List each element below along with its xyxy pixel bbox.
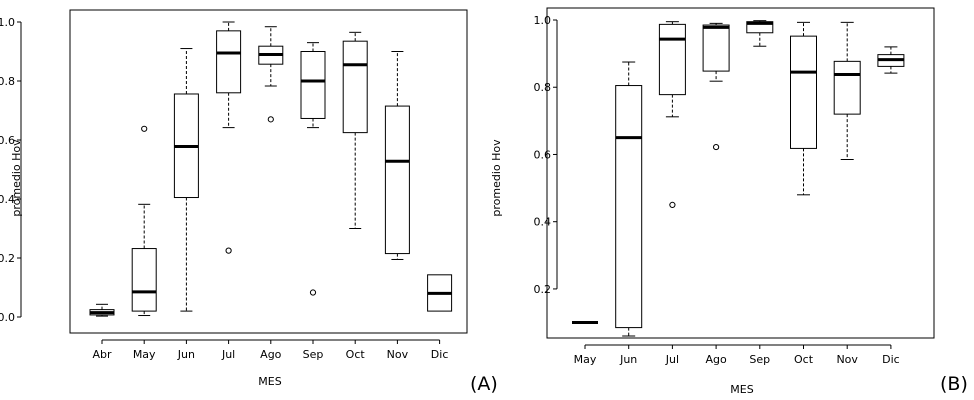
y-tick-label: 1.0 xyxy=(0,16,15,29)
y-tick-label: 0.4 xyxy=(0,193,15,206)
box-iqr xyxy=(658,23,686,96)
box-iqr xyxy=(790,35,817,149)
y-tick-label: 0.0 xyxy=(0,311,15,324)
box-iqr xyxy=(615,85,643,329)
x-axis-title: MES xyxy=(730,383,753,396)
x-tick-label: Nov xyxy=(836,353,858,366)
x-tick-label: Sep xyxy=(303,348,324,361)
box-iqr xyxy=(300,51,326,119)
x-tick-label: Ago xyxy=(705,353,727,366)
y-tick-label: 0.4 xyxy=(534,216,552,229)
box-iqr xyxy=(833,60,861,115)
outlier-point xyxy=(309,289,317,296)
panel-label: (A) xyxy=(470,373,498,395)
y-tick-label: 1.0 xyxy=(534,14,552,27)
outlier-point xyxy=(713,143,720,151)
x-tick-label: Jul xyxy=(665,353,679,366)
box-iqr xyxy=(216,30,242,94)
x-tick-label: Dic xyxy=(431,348,449,361)
box-iqr xyxy=(702,24,730,72)
boxplot-panel-a: 0.0 0.2 0.4 0.6 0.8 1.0 Abr May Jun Jul Ago Sep Oct N… xyxy=(0,9,498,395)
x-tick-label: Oct xyxy=(794,353,814,366)
x-axis-title: MES xyxy=(258,375,281,388)
outlier-point xyxy=(669,201,676,208)
panel-label: (B) xyxy=(940,373,968,395)
x-tick-label: Jun xyxy=(177,348,195,361)
plot-frame xyxy=(546,7,935,339)
x-tick-label: Ago xyxy=(260,348,282,361)
y-axis-title: promedio Hov xyxy=(10,139,23,217)
x-tick-label: May xyxy=(133,348,156,361)
box-iqr xyxy=(746,21,774,34)
x-tick-label: Abr xyxy=(92,348,112,361)
x-tick-label: Jul xyxy=(221,348,235,361)
x-tick-label: Nov xyxy=(387,348,409,361)
box-iqr xyxy=(342,40,368,134)
x-tick-label: Dic xyxy=(882,353,900,366)
box-iqr xyxy=(131,248,157,312)
x-tick-label: May xyxy=(574,353,597,366)
x-tick-label: Oct xyxy=(346,348,366,361)
outlier-point xyxy=(141,125,148,132)
x-tick-label: Sep xyxy=(749,353,770,366)
outlier-point xyxy=(225,247,232,254)
y-axis-title: promedio Hov xyxy=(490,139,503,217)
y-tick-label: 0.8 xyxy=(0,75,15,88)
y-tick-label: 0.6 xyxy=(0,134,15,147)
y-tick-label: 0.6 xyxy=(534,148,552,161)
y-tick-label: 0.2 xyxy=(534,283,552,296)
y-tick-label: 0.2 xyxy=(0,252,15,265)
box-iqr xyxy=(384,105,410,255)
plot-frame xyxy=(69,9,468,334)
x-tick-label: Jun xyxy=(619,353,637,366)
y-tick-label: 0.8 xyxy=(534,81,552,94)
boxplot-panel-b: 0.2 0.4 0.6 0.8 1.0 May Jun Jul Ago Sep Oct Nov Dic M… xyxy=(490,7,968,396)
outlier-point xyxy=(267,116,274,123)
